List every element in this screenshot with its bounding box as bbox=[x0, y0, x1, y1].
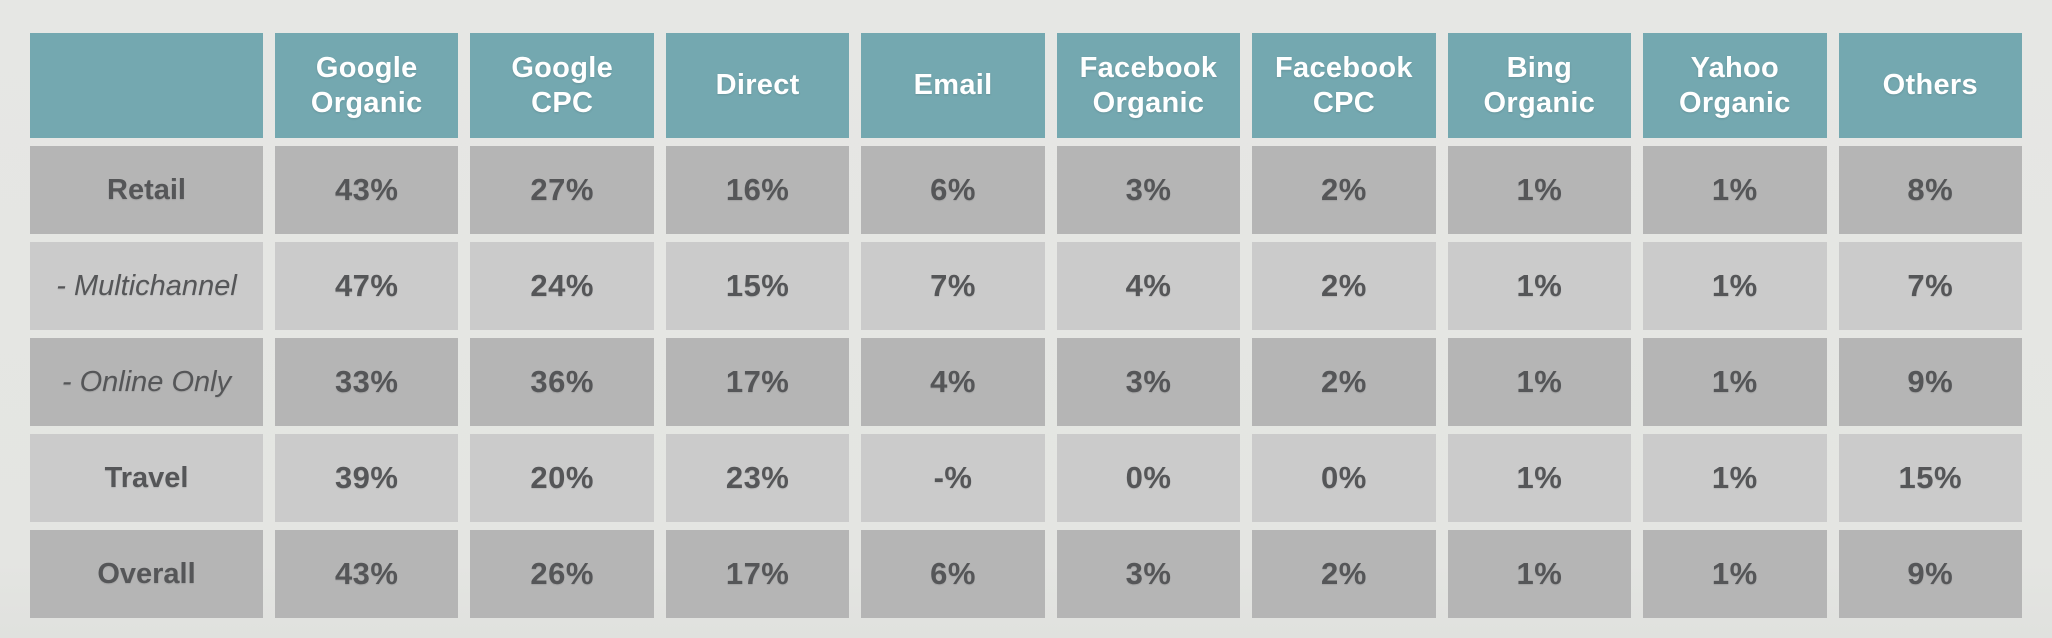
value-cell: 43% bbox=[275, 530, 459, 618]
value-cell: 1% bbox=[1447, 338, 1632, 426]
value-cell: 8% bbox=[1838, 146, 2022, 234]
row-label-cell: Retail bbox=[30, 146, 263, 234]
value-cell: 36% bbox=[470, 338, 654, 426]
column-header-cell: Others bbox=[1838, 33, 2022, 138]
value-cell: 39% bbox=[275, 434, 459, 522]
corner-header-cell bbox=[30, 33, 263, 138]
value-cell: 1% bbox=[1447, 530, 1632, 618]
column-header-cell: Email bbox=[861, 33, 1045, 138]
row-label-cell: Overall bbox=[30, 530, 263, 618]
value-cell: 1% bbox=[1447, 434, 1632, 522]
value-cell: 16% bbox=[665, 146, 850, 234]
value-cell: 47% bbox=[275, 242, 459, 330]
value-cell: 20% bbox=[470, 434, 654, 522]
value-cell: 1% bbox=[1643, 434, 1827, 522]
row-label-cell: - Online Only bbox=[30, 338, 263, 426]
value-cell: -% bbox=[861, 434, 1045, 522]
value-cell: 4% bbox=[1056, 242, 1241, 330]
column-header-cell: Google Organic bbox=[275, 33, 459, 138]
value-cell: 1% bbox=[1643, 146, 1827, 234]
value-cell: 27% bbox=[470, 146, 654, 234]
value-cell: 0% bbox=[1056, 434, 1241, 522]
value-cell: 2% bbox=[1252, 338, 1436, 426]
value-cell: 1% bbox=[1447, 146, 1632, 234]
value-cell: 26% bbox=[470, 530, 654, 618]
value-cell: 0% bbox=[1252, 434, 1436, 522]
value-cell: 1% bbox=[1447, 242, 1632, 330]
value-cell: 9% bbox=[1838, 338, 2022, 426]
value-cell: 9% bbox=[1838, 530, 2022, 618]
column-header-cell: Facebook CPC bbox=[1252, 33, 1436, 138]
value-cell: 17% bbox=[665, 338, 850, 426]
value-cell: 6% bbox=[861, 530, 1045, 618]
value-cell: 2% bbox=[1252, 242, 1436, 330]
value-cell: 7% bbox=[861, 242, 1045, 330]
value-cell: 4% bbox=[861, 338, 1045, 426]
value-cell: 23% bbox=[665, 434, 850, 522]
value-cell: 17% bbox=[665, 530, 850, 618]
value-cell: 24% bbox=[470, 242, 654, 330]
column-header-cell: Yahoo Organic bbox=[1643, 33, 1827, 138]
column-header-cell: Bing Organic bbox=[1447, 33, 1632, 138]
value-cell: 3% bbox=[1056, 338, 1241, 426]
column-header-cell: Facebook Organic bbox=[1056, 33, 1241, 138]
value-cell: 6% bbox=[861, 146, 1045, 234]
row-label-cell: - Multichannel bbox=[30, 242, 263, 330]
value-cell: 2% bbox=[1252, 530, 1436, 618]
value-cell: 7% bbox=[1838, 242, 2022, 330]
value-cell: 1% bbox=[1643, 530, 1827, 618]
value-cell: 3% bbox=[1056, 146, 1241, 234]
value-cell: 33% bbox=[275, 338, 459, 426]
row-label-cell: Travel bbox=[30, 434, 263, 522]
column-header-cell: Direct bbox=[665, 33, 850, 138]
value-cell: 2% bbox=[1252, 146, 1436, 234]
value-cell: 3% bbox=[1056, 530, 1241, 618]
value-cell: 1% bbox=[1643, 242, 1827, 330]
value-cell: 15% bbox=[665, 242, 850, 330]
value-cell: 1% bbox=[1643, 338, 1827, 426]
value-cell: 43% bbox=[275, 146, 459, 234]
value-cell: 15% bbox=[1838, 434, 2022, 522]
traffic-share-table: Google Organic Google CPC Direct Email Faceb… bbox=[30, 33, 2022, 618]
column-header-cell: Google CPC bbox=[470, 33, 654, 138]
